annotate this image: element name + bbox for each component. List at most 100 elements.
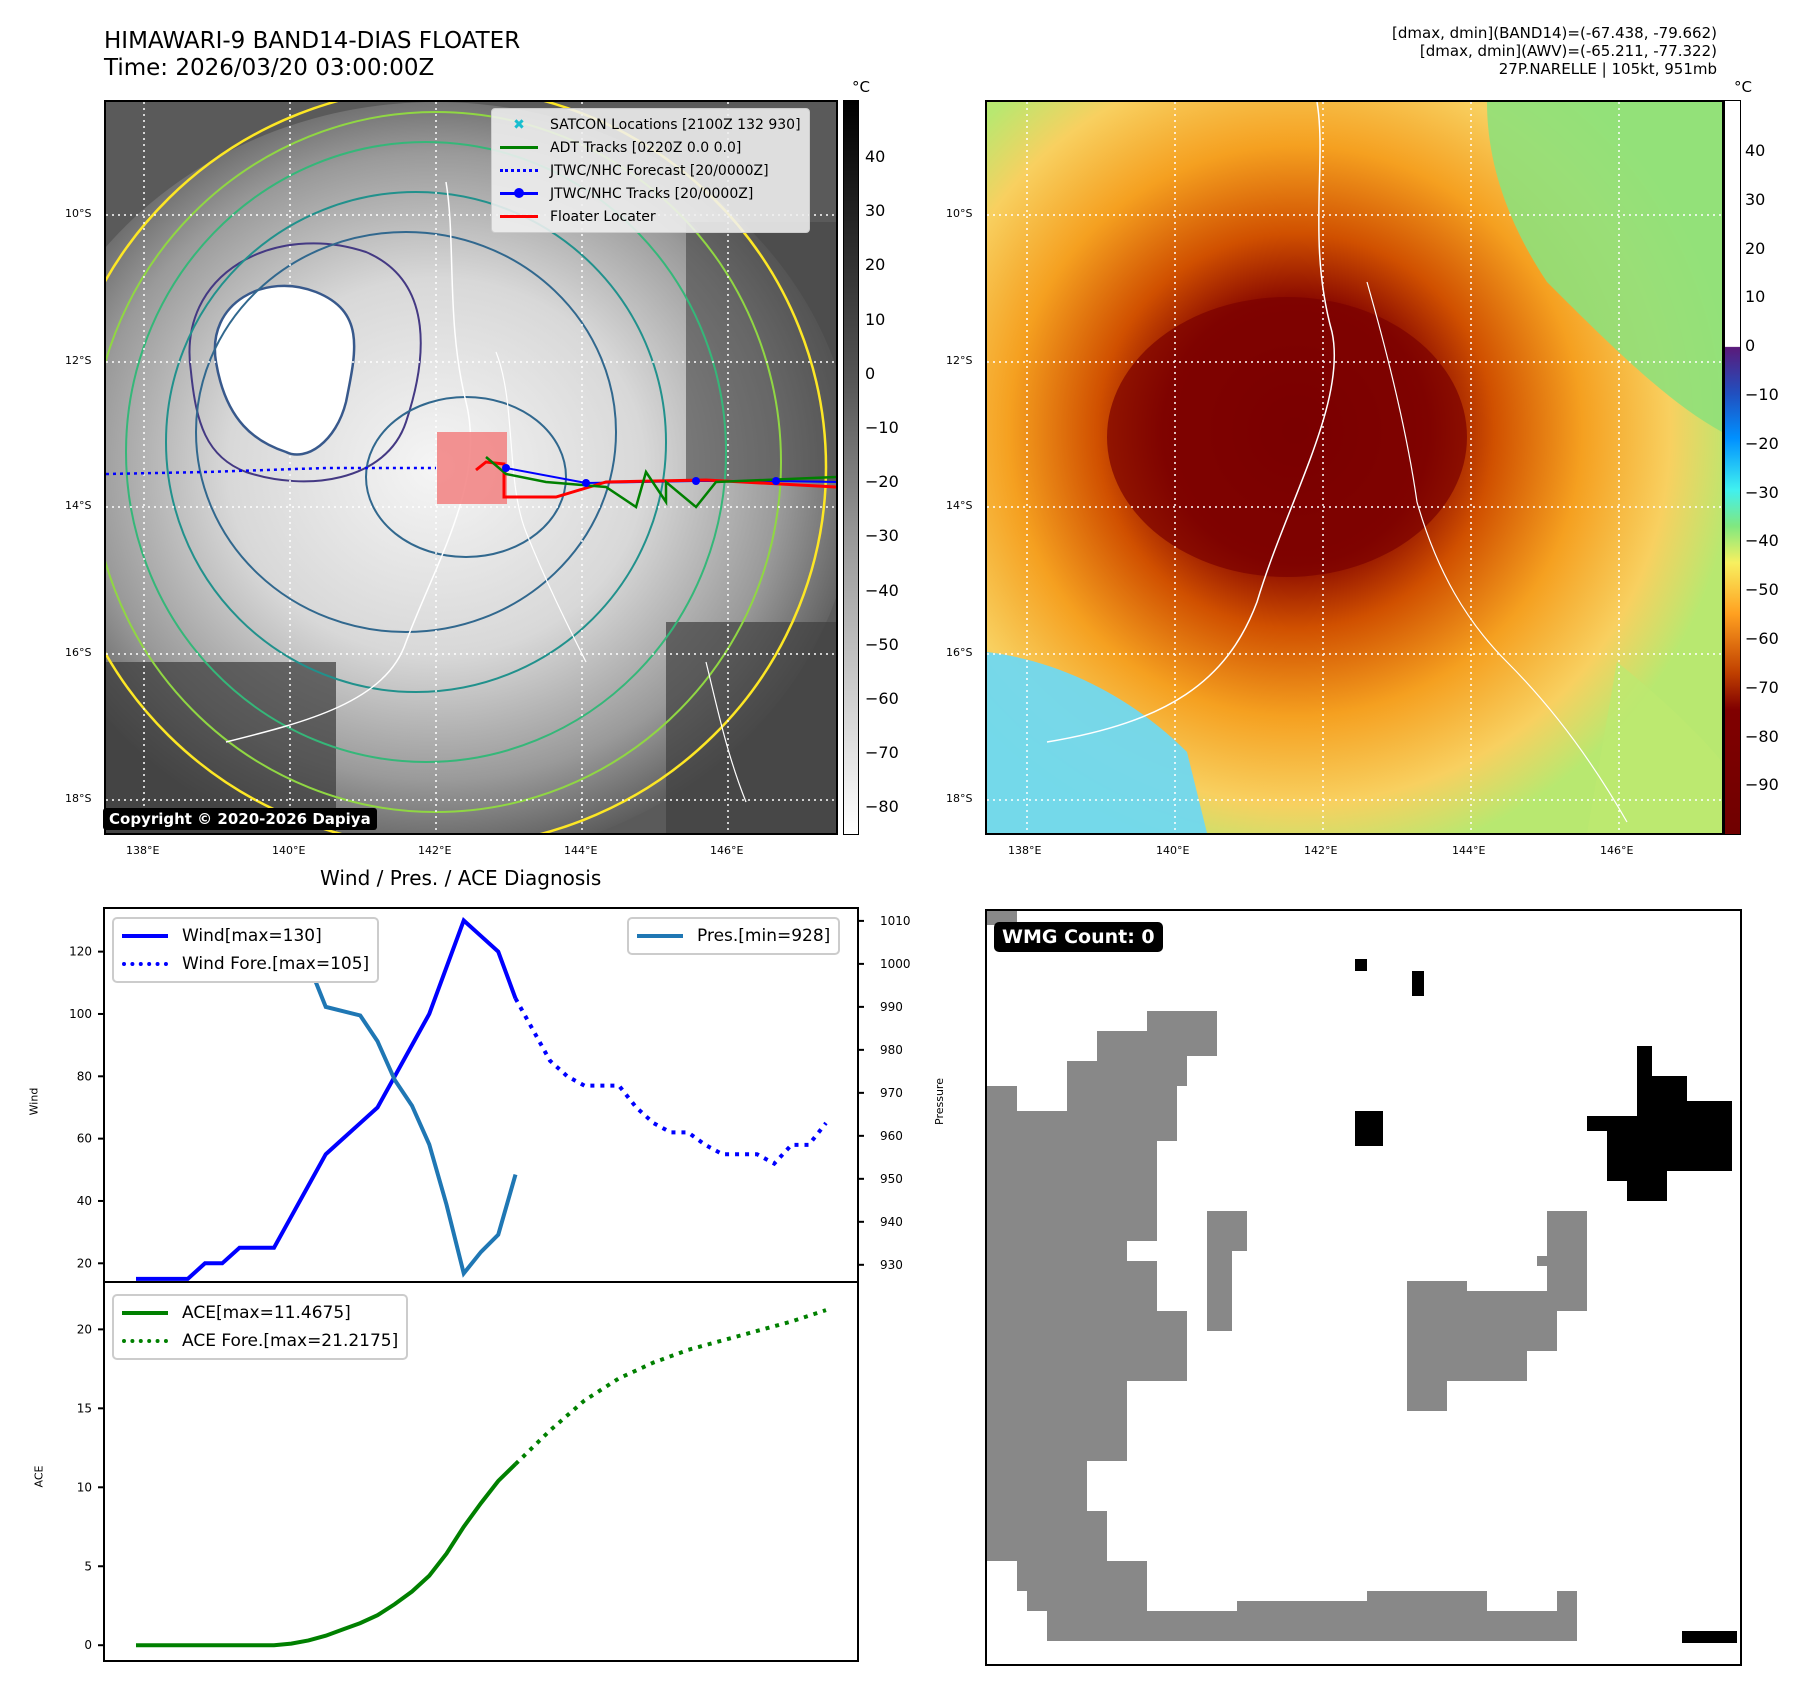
- lat-tick: 12°S: [946, 354, 973, 367]
- colorbar-tick: −20: [865, 472, 899, 492]
- colorbar-tick: −40: [865, 580, 899, 600]
- ace-axis-label: ACE: [32, 1465, 46, 1488]
- left-colorbar: [843, 100, 859, 835]
- series-line-0: [136, 917, 518, 1281]
- legend-floater: Floater Locater: [500, 205, 801, 228]
- pressure-ytick-label: 1000: [880, 957, 911, 971]
- colorbar-tick: 10: [865, 309, 886, 329]
- info-awv: [dmax, dmin](AWV)=(-65.211, -77.322): [1419, 42, 1717, 60]
- ace-chart: 0 5 10 15 20: [77, 1281, 859, 1662]
- colorbar-tick: −50: [865, 634, 899, 654]
- colorbar-tick: −50: [1745, 580, 1779, 600]
- wmg-mask-image: [987, 911, 1737, 1643]
- wind-ytick-label: 120: [69, 945, 92, 959]
- pressure-ytick-label: 980: [880, 1043, 903, 1057]
- adt-track: [485, 456, 836, 509]
- lon-tick: 146°E: [710, 844, 744, 857]
- map-legend: ✖ SATCON Locations [2100Z 132 930] ADT Tr…: [491, 108, 810, 233]
- pressure-ytick-label: 960: [880, 1129, 903, 1143]
- colorbar-tick: −30: [865, 526, 899, 546]
- lon-tick: 142°E: [418, 844, 452, 857]
- copyright-badge: Copyright © 2020-2026 Dapiya: [103, 808, 377, 830]
- right-colorbar-unit: °C: [1734, 78, 1752, 96]
- x-marker-icon: ✖: [513, 116, 525, 133]
- diagnosis-title: Wind / Pres. / ACE Diagnosis: [320, 866, 602, 890]
- legend-ace: ACE[max=11.4675]: [122, 1299, 398, 1327]
- legend-jtwc-forecast: JTWC/NHC Forecast [20/0000Z]: [500, 159, 801, 182]
- wmg-count-badge: WMG Count: 0: [994, 922, 1163, 952]
- colorbar-tick: −60: [865, 689, 899, 708]
- lon-tick: 146°E: [1600, 844, 1634, 857]
- wind-ytick-label: 60: [77, 1132, 92, 1146]
- colorbar-tick: −70: [1745, 677, 1779, 697]
- colorbar-tick: −10: [865, 418, 899, 437]
- wind-legend: Wind[max=130] Wind Fore.[max=105]: [112, 917, 380, 983]
- colorbar-tick: 40: [1745, 141, 1766, 160]
- lat-tick: 18°S: [946, 792, 973, 805]
- ace-ytick-label: 15: [77, 1401, 92, 1415]
- ace-ytick-label: 0: [84, 1638, 92, 1652]
- pressure-ytick-label: 1010: [880, 914, 911, 928]
- colorbar-tick: −80: [1745, 726, 1779, 746]
- wind-ytick-label: 100: [69, 1007, 92, 1021]
- lon-tick: 138°E: [126, 844, 160, 857]
- pressure-ytick-label: 930: [880, 1258, 903, 1272]
- ace-ytick-label: 10: [77, 1480, 92, 1494]
- lon-tick: 138°E: [1008, 844, 1042, 857]
- colorbar-tick: 30: [1745, 189, 1766, 209]
- floater-box: [437, 432, 507, 504]
- colorbar-tick: 10: [1745, 287, 1766, 307]
- map-title: HIMAWARI-9 BAND14-DIAS FLOATER Time: 202…: [104, 28, 520, 82]
- legend-satcon: ✖ SATCON Locations [2100Z 132 930]: [500, 113, 800, 136]
- pressure-axis-label: Pressure: [932, 1078, 946, 1125]
- legend-pressure: Pres.[min=928]: [637, 922, 830, 950]
- legend-wind-forecast: Wind Fore.[max=105]: [122, 950, 369, 978]
- title-line2: Time: 2026/03/20 03:00:00Z: [104, 55, 435, 81]
- colorbar-tick: −40: [1745, 531, 1779, 551]
- floater-track: [475, 460, 836, 499]
- colorbar-tick: 0: [1745, 336, 1756, 356]
- lon-tick: 142°E: [1304, 844, 1338, 857]
- ace-ytick-label: 20: [77, 1322, 92, 1336]
- legend-adt: ADT Tracks [0220Z 0.0 0.0]: [500, 136, 801, 159]
- wmg-black-regions: [1355, 959, 1737, 1643]
- colorbar-tick: 0: [865, 363, 876, 383]
- title-line1: HIMAWARI-9 BAND14-DIAS FLOATER: [104, 28, 521, 54]
- pressure-ytick-label: 990: [880, 1000, 903, 1014]
- pressure-ytick-label: 950: [880, 1172, 903, 1186]
- wmg-gray-regions: [987, 911, 1587, 1641]
- colorbar-tick: −10: [1745, 385, 1779, 404]
- pressure-legend: Pres.[min=928]: [627, 917, 841, 955]
- wind-ytick-label: 40: [77, 1194, 92, 1208]
- awv-map-image: [987, 102, 1722, 833]
- colorbar-tick: −90: [1745, 775, 1779, 795]
- lon-tick: 140°E: [272, 844, 306, 857]
- awv-gridlines: [987, 102, 1722, 833]
- colorbar-tick: −60: [1745, 629, 1779, 648]
- lat-tick: 12°S: [65, 354, 92, 367]
- info-storm: 27P.NARELLE | 105kt, 951mb: [1498, 60, 1717, 78]
- pressure-ytick-label: 940: [880, 1215, 903, 1229]
- ace-series-line-1: [514, 1308, 827, 1466]
- colorbar-tick: −80: [865, 797, 899, 817]
- colorbar-tick: −70: [865, 743, 899, 763]
- jtwc-track-points: [502, 464, 780, 487]
- colorbar-tick: 30: [865, 201, 886, 221]
- colorbar-tick: 20: [1745, 238, 1766, 258]
- series-line-1: [513, 997, 828, 1167]
- left-colorbar-unit: °C: [852, 78, 870, 96]
- ace-plot-frame: [103, 1281, 859, 1662]
- lat-tick: 14°S: [65, 499, 92, 512]
- info-band14: [dmax, dmin](BAND14)=(-67.438, -79.662): [1392, 24, 1717, 42]
- wind-axis-label: Wind: [27, 1087, 41, 1116]
- storm-info: [dmax, dmin](BAND14)=(-67.438, -79.662) …: [1392, 24, 1717, 78]
- wind-ytick-label: 20: [77, 1256, 92, 1270]
- lat-tick: 14°S: [946, 499, 973, 512]
- awv-map: [985, 100, 1724, 835]
- legend-ace-forecast: ACE Fore.[max=21.2175]: [122, 1327, 398, 1355]
- lat-tick: 16°S: [65, 646, 92, 659]
- lon-tick: 140°E: [1156, 844, 1190, 857]
- lat-tick: 10°S: [946, 207, 973, 220]
- legend-wind: Wind[max=130]: [122, 922, 369, 950]
- ace-series-line-0: [136, 1462, 517, 1648]
